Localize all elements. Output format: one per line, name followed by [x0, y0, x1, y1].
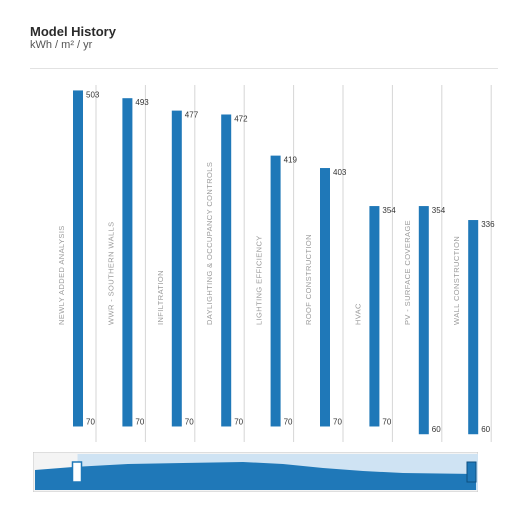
bar-2[interactable] [122, 98, 133, 427]
chart-navigator[interactable] [33, 452, 478, 492]
category-label: NEWLY ADDED ANALYSIS [57, 225, 66, 325]
header-divider [30, 68, 498, 69]
value-label-high: 503 [86, 90, 100, 99]
value-label-high: 403 [333, 168, 347, 177]
category-label: INFILTRATION [156, 270, 165, 325]
value-label-low: 70 [185, 417, 194, 426]
category-label: DAYLIGHTING & OCCUPANCY CONTROLS [205, 162, 214, 325]
chart-title: Model History [30, 24, 116, 39]
value-label-low: 70 [284, 417, 293, 426]
value-label-low: 60 [432, 425, 441, 434]
value-label-low: 70 [382, 417, 391, 426]
category-label: WWR - SOUTHERN WALLS [106, 221, 115, 325]
bar-7[interactable] [369, 206, 380, 427]
bar-3[interactable] [171, 110, 182, 427]
bar-5[interactable] [270, 155, 281, 427]
category-label: LIGHTING EFFICIENCY [255, 235, 264, 325]
value-label-low: 70 [234, 417, 243, 426]
value-label-high: 472 [234, 114, 248, 123]
category-label: HVAC [353, 303, 362, 325]
category-label: PV - SURFACE COVERAGE [403, 220, 412, 325]
bar-1[interactable] [73, 90, 83, 427]
category-label: ROOF CONSTRUCTION [304, 234, 313, 325]
value-label-high: 354 [432, 206, 446, 215]
value-label-high: 354 [382, 206, 396, 215]
bar-4[interactable] [221, 114, 232, 427]
chart-units: kWh / m² / yr [30, 39, 93, 51]
navigator-right-handle[interactable] [466, 461, 477, 483]
value-label-high: 493 [135, 98, 149, 107]
navigator-left-handle[interactable] [71, 461, 83, 483]
value-label-low: 60 [481, 425, 490, 434]
value-label-high: 419 [284, 156, 298, 165]
navigator-series-area [35, 462, 476, 490]
category-label: WALL CONSTRUCTION [452, 236, 461, 325]
bar-9[interactable] [468, 220, 479, 435]
value-label-low: 70 [135, 417, 144, 426]
value-label-low: 70 [86, 417, 95, 426]
bar-6[interactable] [320, 168, 330, 427]
bar-8[interactable] [418, 206, 429, 435]
value-label-high: 477 [185, 111, 199, 120]
value-label-high: 336 [481, 220, 495, 229]
value-label-low: 70 [333, 417, 342, 426]
